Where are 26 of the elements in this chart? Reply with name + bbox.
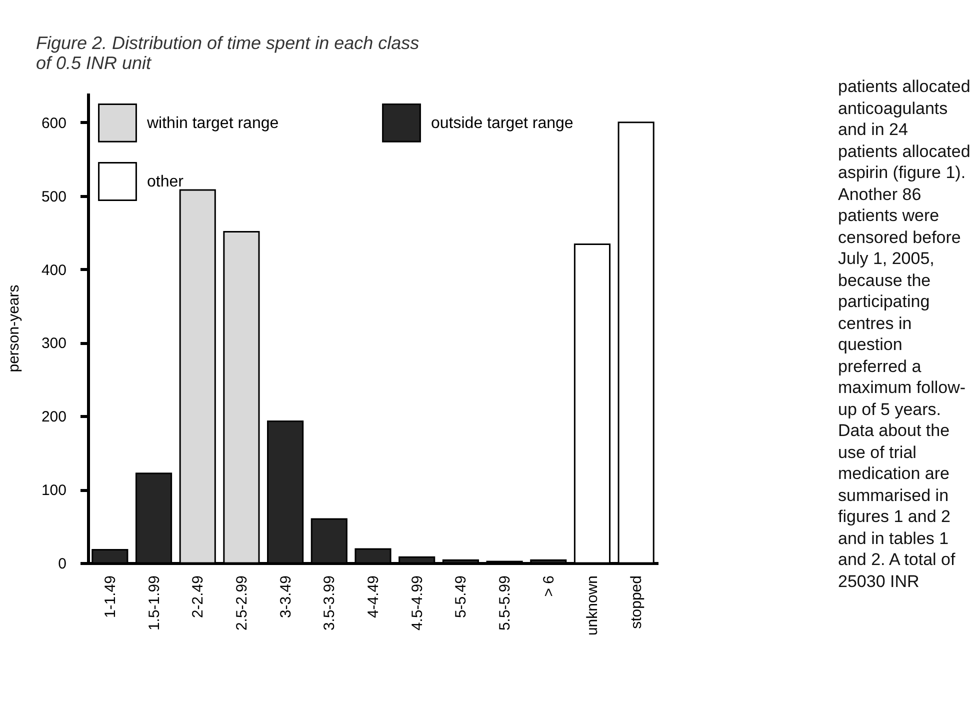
x-tick-label: 2.5-2.99	[233, 576, 250, 631]
y-tick-label: 100	[41, 482, 66, 500]
y-tick-label: 400	[41, 262, 66, 279]
legend-label: other	[147, 174, 184, 190]
y-tick-label: 600	[41, 114, 66, 132]
text: patients allocated anticoagulants and in 24 patients allocated aspirin (figure 1). Another 86 patients were censored before July 1, 2005, because the participating centres in question preferred a maximum follow-up of 5 years. Data about the use of trial medication are summarised in figures 1 and 2 and in tables 1 and 2. A total of 25030 INR	[838, 77, 970, 590]
x-tick-label: unknown	[584, 576, 602, 636]
y-axis-title: person-years	[5, 284, 22, 372]
x-tick-label: 5.5-5.99	[496, 576, 514, 631]
y-tick-label: 300	[41, 335, 66, 352]
x-tick-label: stopped	[628, 576, 646, 629]
x-tick-label: 4-4.49	[365, 576, 382, 618]
legend-label: outside target range	[431, 114, 574, 132]
chart-title: Figure 2. Distribution of time spent in each class of 0.5 INR unit	[36, 33, 420, 73]
x-tick-label: 1.5-1.99	[146, 576, 163, 631]
legend-label: within target range	[146, 114, 279, 132]
x-tick-label: 3-3.49	[277, 576, 294, 618]
x-tick-label: 3.5-3.99	[321, 576, 338, 631]
x-tick-label: > 6	[540, 576, 558, 597]
x-tick-label: 2-2.49	[190, 576, 207, 618]
x-tick-label: 5-5.49	[452, 576, 470, 618]
x-tick-label: 1-1.49	[102, 576, 119, 618]
y-tick-label: 500	[41, 188, 66, 206]
y-tick-label: 0	[58, 556, 66, 572]
x-tick-label: 4.5-4.99	[408, 576, 426, 631]
y-tick-label: 200	[41, 408, 66, 426]
